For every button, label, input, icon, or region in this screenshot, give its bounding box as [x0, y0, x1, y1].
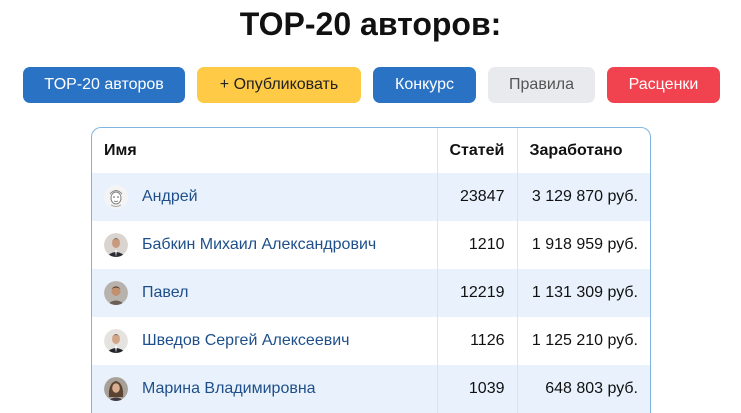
cell-articles: 1039	[436, 365, 517, 413]
prices-button[interactable]: Расценки	[607, 67, 720, 103]
cell-name: Павел	[92, 269, 437, 317]
table-row: Бабкин Михаил Александрович 1210 1 918 9…	[92, 221, 650, 269]
cell-name: Андрей	[92, 173, 437, 221]
cell-articles: 1210	[436, 221, 517, 269]
cell-name: Шведов Сергей Алексеевич	[92, 317, 437, 365]
table-row: Шведов Сергей Алексеевич 1126 1 125 210 …	[92, 317, 650, 365]
top-authors-button[interactable]: TOP-20 авторов	[23, 67, 185, 103]
table-row: Павел 12219 1 131 309 руб.	[92, 269, 650, 317]
cell-earned: 1 131 309 руб.	[516, 269, 650, 317]
author-name-link[interactable]: Шведов Сергей Алексеевич	[142, 332, 350, 349]
author-name-link[interactable]: Павел	[142, 284, 189, 301]
table-row: Марина Владимировна 1039 648 803 руб.	[92, 365, 650, 413]
table-header-row: Имя Статей Заработано	[92, 128, 650, 173]
author: Шведов Сергей Алексеевич	[104, 329, 425, 353]
contest-button[interactable]: Конкурс	[373, 67, 476, 103]
cell-earned: 1 918 959 руб.	[516, 221, 650, 269]
author-name-link[interactable]: Бабкин Михаил Александрович	[142, 236, 377, 253]
cell-articles: 23847	[436, 173, 517, 221]
author: Марина Владимировна	[104, 377, 425, 401]
header-articles: Статей	[436, 128, 517, 173]
authors-table: Имя Статей Заработано	[92, 128, 650, 413]
author: Бабкин Михаил Александрович	[104, 233, 425, 257]
publish-button[interactable]: + Опубликовать	[197, 67, 361, 103]
woman-photo-avatar[interactable]	[104, 377, 128, 401]
author: Павел	[104, 281, 425, 305]
cell-articles: 1126	[436, 317, 517, 365]
nav-buttons: TOP-20 авторов + Опубликовать Конкурс Пр…	[23, 67, 720, 103]
man-suit-avatar[interactable]	[104, 329, 128, 353]
man-photo-avatar[interactable]	[104, 281, 128, 305]
man-suit-avatar[interactable]	[104, 233, 128, 257]
cell-earned: 1 125 210 руб.	[516, 317, 650, 365]
author: Андрей	[104, 185, 425, 209]
authors-table-container: Имя Статей Заработано	[91, 127, 651, 413]
header-name: Имя	[104, 141, 137, 159]
cell-name: Марина Владимировна	[92, 365, 437, 413]
cell-name: Бабкин Михаил Александрович	[92, 221, 437, 269]
table-row: Андрей 23847 3 129 870 руб.	[92, 173, 650, 221]
cell-articles: 12219	[436, 269, 517, 317]
cell-earned: 3 129 870 руб.	[516, 173, 650, 221]
author-name-link[interactable]: Марина Владимировна	[142, 380, 316, 397]
page-title: TOP-20 авторов:	[239, 6, 502, 42]
sketch-face-avatar[interactable]	[104, 185, 128, 209]
author-name-link[interactable]: Андрей	[142, 188, 198, 205]
rules-button[interactable]: Правила	[488, 67, 595, 103]
cell-earned: 648 803 руб.	[516, 365, 650, 413]
header-earned: Заработано	[516, 128, 650, 173]
